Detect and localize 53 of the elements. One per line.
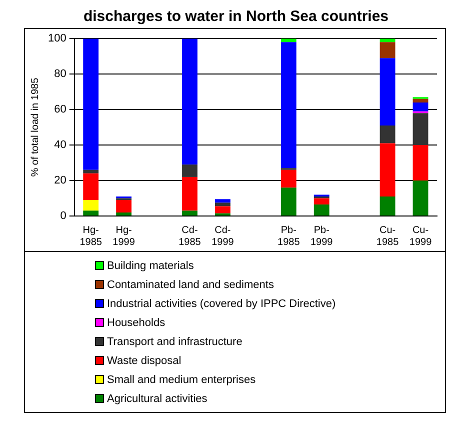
bar [280,188,296,216]
legend-label: Agricultural activities [107,392,208,404]
x-tick-label: Cd-1999 [212,224,234,248]
bar [83,38,99,170]
legend-label: Households [107,316,166,328]
legend-label: Small and medium enterprises [107,374,256,386]
bar [380,196,396,216]
bar [380,58,396,126]
y-tick-label: 100 [48,32,66,45]
legend-label: Industrial activities (covered by IPPC Directive) [107,298,336,310]
bar [215,199,230,203]
bar [380,42,396,58]
bar [314,198,330,204]
bar [83,200,99,211]
y-tick-label: 40 [54,139,66,152]
y-tick-label: 0 [60,210,66,222]
bar [412,98,428,102]
bar [215,202,230,206]
bar [83,173,99,200]
legend-label: Waste disposal [107,354,182,366]
legend-label: Contaminated land and sediments [107,278,274,290]
bar [182,164,198,177]
bar [215,206,230,214]
bar [380,143,396,196]
x-tick-label: Cu-1999 [409,224,432,248]
bar [83,170,99,174]
chart-title: discharges to water in North Sea countries [82,8,390,26]
bar [412,113,428,146]
x-tick-label: Pb-1999 [310,224,334,248]
bar [412,180,428,216]
bar [182,176,198,211]
bar [182,210,198,216]
y-tick-label: 20 [54,174,66,187]
bar [116,212,132,216]
bar [412,102,428,112]
y-tick-label: 60 [54,104,66,116]
x-tick-label: Pb-1985 [278,224,300,248]
bar [116,200,132,212]
bar [412,145,428,181]
y-axis-title: % of total load in 1985 [30,77,41,177]
legend-label: Building materials [107,260,194,272]
bar [314,204,330,216]
x-tick-label: Hg-1999 [112,224,136,248]
bar [280,42,296,168]
legend-label: Transport and infrastructure [107,336,242,348]
bar [380,126,396,144]
bar [83,210,99,216]
bar [182,38,198,165]
y-tick-label: 80 [54,68,66,80]
x-tick-label: Cu-1985 [376,224,400,248]
x-tick-label: Hg-1985 [80,224,102,248]
bar [280,170,296,188]
x-tick-label: Cd-1985 [178,224,202,248]
